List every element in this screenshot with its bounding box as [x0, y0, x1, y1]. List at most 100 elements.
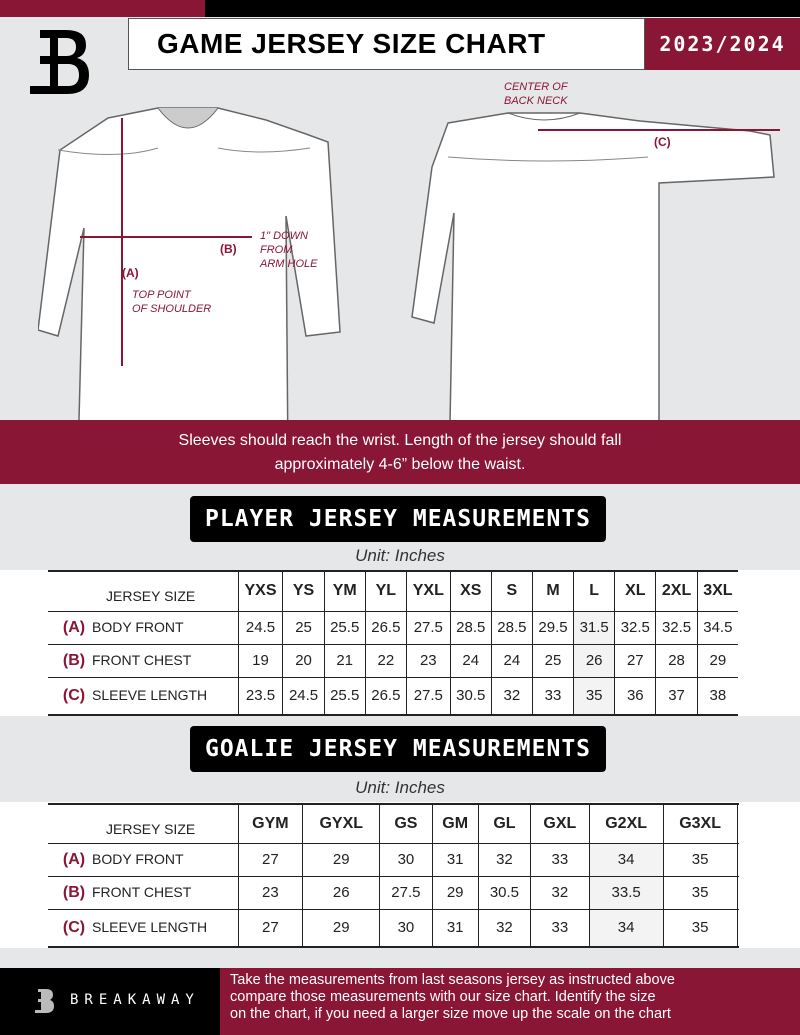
table-cell: 25: [531, 643, 574, 677]
table-cell: 24: [490, 643, 533, 677]
table-cell: 32: [477, 908, 531, 948]
table-cell: 27: [237, 842, 303, 876]
table-cell: 26: [302, 875, 380, 909]
size-header-3XL: 3XL: [696, 570, 738, 611]
table-cell: 25: [282, 610, 325, 644]
table-cell: 25.5: [323, 610, 366, 644]
jersey-size-header: JERSEY SIZE: [48, 570, 238, 611]
size-header-YXS: YXS: [237, 570, 283, 611]
table-cell: 29.5: [531, 610, 574, 644]
size-header-G2XL: G2XL: [588, 803, 664, 843]
table-row: (B) FRONT CHEST 23 26 27.5 29 30.5 32 33.5 35: [48, 875, 738, 909]
table-cell: 23: [405, 643, 451, 677]
table-cell: 34.5: [696, 610, 738, 644]
table-cell: 33: [530, 842, 590, 876]
table-cell: 29: [696, 643, 738, 677]
page-title: GAME JERSEY SIZE CHART: [128, 18, 645, 70]
table-cell: 30.5: [449, 676, 492, 716]
table-cell: 24.5: [282, 676, 325, 716]
table-cell: 24: [449, 643, 492, 677]
player-section-title: PLAYER JERSEY MEASUREMENTS: [190, 496, 606, 542]
table-cell: 27: [237, 908, 303, 948]
table-cell: 26.5: [364, 610, 407, 644]
table-cell: 38: [696, 676, 738, 716]
table-cell: 35: [662, 842, 738, 876]
table-cell: 34: [588, 908, 664, 948]
size-header-M: M: [531, 570, 574, 611]
table-cell: 33: [531, 676, 574, 716]
top-accent-bar: [0, 0, 205, 17]
table-cell: 28.5: [490, 610, 533, 644]
size-header-GYXL: GYXL: [302, 803, 380, 843]
center-back-neck-note: CENTER OF BACK NECK: [504, 81, 568, 107]
size-header-GXL: GXL: [530, 803, 590, 843]
table-cell: 27: [614, 643, 656, 677]
breakaway-logo-icon: [30, 30, 89, 94]
table-cell: [736, 842, 738, 876]
table-cell: 21: [323, 643, 366, 677]
shoulder-note: TOP POINT OF SHOULDER: [132, 289, 212, 315]
table-cell: 28: [655, 643, 698, 677]
table-header-row: JERSEY SIZE YXS YS YM YL YXL XS S M L XL 2XL 3XL: [48, 570, 738, 611]
table-cell: 32.5: [655, 610, 698, 644]
size-header-XS: XS: [449, 570, 492, 611]
label-a: (A): [122, 266, 139, 280]
table-row: (A) BODY FRONT 27 29 30 31 32 33 34 35: [48, 842, 738, 876]
table-cell: 31: [431, 908, 479, 948]
table-cell: 32: [490, 676, 533, 716]
size-header-G3XL: G3XL: [662, 803, 738, 843]
table-cell: 26.5: [364, 676, 407, 716]
front-jersey-diagram: [38, 107, 341, 420]
table-cell: 29: [431, 875, 479, 909]
player-unit: Unit: Inches: [355, 546, 445, 565]
table-cell: 19: [237, 643, 283, 677]
table-cell: 26: [573, 643, 615, 677]
table-cell: 32: [477, 842, 531, 876]
table-cell: 27.5: [405, 610, 451, 644]
table-cell: 35: [573, 676, 615, 716]
table-cell: 32.5: [614, 610, 656, 644]
jersey-size-header: JERSEY SIZE: [48, 803, 238, 843]
arm-hole-note: 1" DOWN FROM ARM HOLE: [260, 230, 318, 270]
table-cell: [736, 875, 738, 909]
size-header-XL: XL: [614, 570, 656, 611]
size-header-YM: YM: [323, 570, 366, 611]
table-cell: 27.5: [405, 676, 451, 716]
size-header-YS: YS: [282, 570, 325, 611]
footer-instructions: Take the measurements from last seasons …: [220, 968, 800, 1035]
table-cell: 20: [282, 643, 325, 677]
table-cell: 37: [655, 676, 698, 716]
table-cell: 31.5: [573, 610, 615, 644]
label-b: (B): [220, 242, 237, 256]
size-header-2XL: 2XL: [655, 570, 698, 611]
breakaway-footer-logo-icon: [35, 989, 54, 1013]
table-cell: 29: [302, 842, 380, 876]
back-jersey-diagram: [411, 112, 780, 420]
table-header-row: JERSEY SIZE GYM GYXL GS GM GL GXL G2XL G3XL: [48, 803, 738, 843]
table-cell: 35: [662, 875, 738, 909]
table-row: (B) FRONT CHEST 19 20 21 22 23 24 24 25 26 27 28 29: [48, 643, 738, 677]
table-cell: 31: [431, 842, 479, 876]
size-header-L: L: [573, 570, 615, 611]
table-cell: 27.5: [379, 875, 433, 909]
table-cell: 36: [614, 676, 656, 716]
table-row: (C) SLEEVE LENGTH 23.5 24.5 25.5 26.5 27.5 30.5…: [48, 676, 738, 716]
table-cell: 33: [530, 908, 590, 948]
table-cell: [736, 908, 738, 948]
size-header-GS: GS: [379, 803, 433, 843]
footer-brand-block: [0, 968, 220, 1035]
player-size-table: JERSEY SIZE YXS YS YM YL YXL XS S M L XL 2XL 3XL (A)…: [48, 570, 738, 716]
size-header-GM: GM: [431, 803, 479, 843]
goalie-size-table: JERSEY SIZE GYM GYXL GS GM GL GXL G2XL G3XL (A) B…: [48, 803, 738, 948]
table-cell: 25.5: [323, 676, 366, 716]
fit-instructions-banner: Sleeves should reach the wrist. Length o…: [0, 420, 800, 484]
table-cell: 32: [530, 875, 590, 909]
table-cell: 28.5: [449, 610, 492, 644]
size-header-YXL: YXL: [405, 570, 451, 611]
table-row: (C) SLEEVE LENGTH 27 29 30 31 32 33 34 35: [48, 908, 738, 948]
table-cell: 30.5: [477, 875, 531, 909]
top-black-bar: [205, 0, 800, 17]
table-cell: 23.5: [237, 676, 283, 716]
table-cell: 35: [662, 908, 738, 948]
label-c: (C): [654, 135, 671, 149]
